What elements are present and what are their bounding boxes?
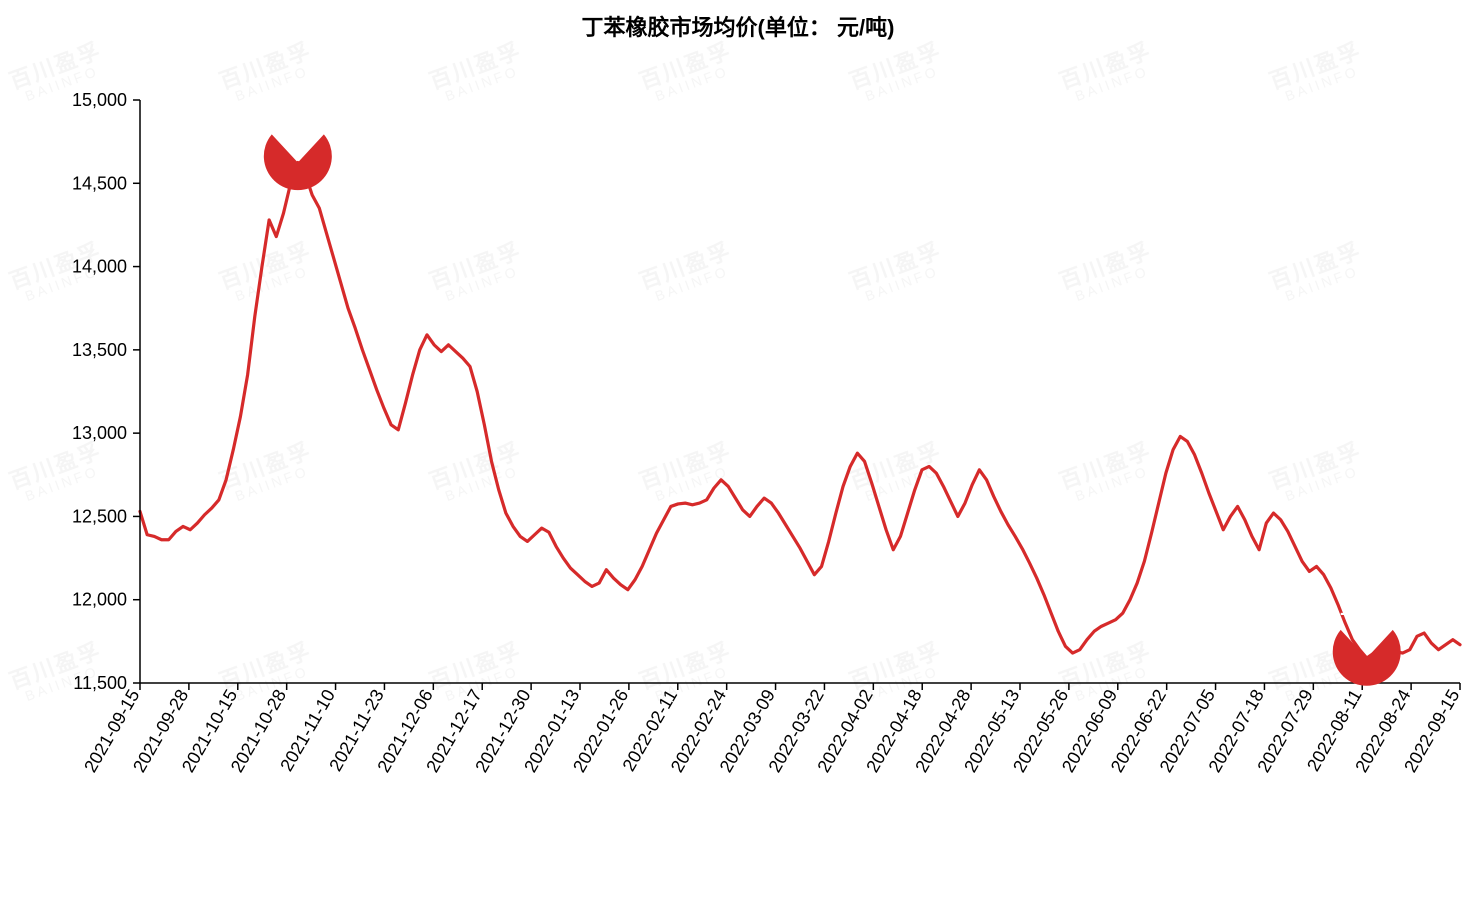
y-tick-label: 15,000 [72,90,127,110]
y-tick-label: 13,500 [72,340,127,360]
price-series-line [140,162,1460,658]
y-tick-label: 13,000 [72,423,127,443]
line-chart: 11,500 12,000 12,500 13,000 13,500 14,000 14,5… [0,0,1476,900]
low-marker-label: 11650 [1339,598,1394,620]
y-tick-label: 11,500 [73,673,127,693]
y-tick-label: 12,500 [72,506,127,526]
y-tick-label: 14,000 [72,257,127,277]
high-marker-label: 14625 [270,102,326,124]
y-tick-label: 12,000 [72,590,127,610]
y-tick-label: 14,500 [72,173,127,193]
